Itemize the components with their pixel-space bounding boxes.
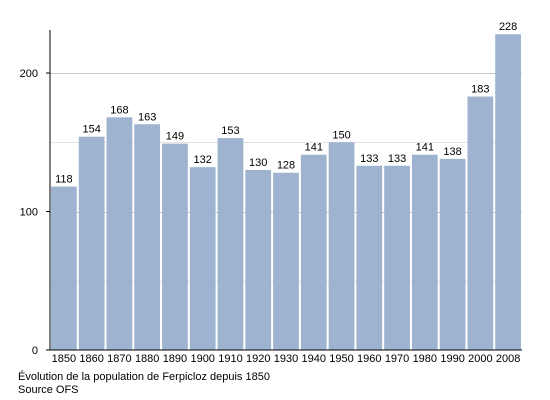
bar-1920 xyxy=(245,169,272,350)
bar-1850 xyxy=(51,186,77,350)
bar-1880 xyxy=(134,124,161,350)
bar-2008 xyxy=(495,34,521,350)
bar-1980 xyxy=(411,154,438,350)
x-tick-label-1900: 1900 xyxy=(190,353,214,365)
bar-1870 xyxy=(106,117,133,350)
bar-1910 xyxy=(217,138,244,350)
value-label-2008: 228 xyxy=(499,21,517,33)
labels: 0 100 200 118 1850 154 1860 168 1870 163 1880 149 18… xyxy=(20,21,521,365)
value-label-1890: 149 xyxy=(166,131,184,143)
bar-1900 xyxy=(189,167,216,350)
axes xyxy=(49,30,522,351)
value-label-1850: 118 xyxy=(55,174,73,186)
value-label-1910: 153 xyxy=(221,125,239,137)
x-tick-label-1910: 1910 xyxy=(218,353,242,365)
bar-1940 xyxy=(300,154,327,350)
bar-1960 xyxy=(356,165,383,350)
x-tick-label-1850: 1850 xyxy=(52,353,76,365)
chart-caption-source: Source OFS xyxy=(18,384,79,396)
value-label-2000: 183 xyxy=(471,84,489,96)
bar-1990 xyxy=(439,158,466,350)
x-tick-label-1860: 1860 xyxy=(79,353,103,365)
bars xyxy=(51,34,521,350)
bar-1890 xyxy=(162,143,188,350)
chart-caption-title: Évolution de la population de Ferpicloz … xyxy=(18,371,270,383)
value-label-1950: 150 xyxy=(332,129,350,141)
x-tick-label-1920: 1920 xyxy=(246,353,270,365)
value-label-1940: 141 xyxy=(305,142,323,154)
x-tick-label-1940: 1940 xyxy=(302,353,326,365)
bar-1860 xyxy=(78,136,105,350)
x-tick-label-1950: 1950 xyxy=(329,353,353,365)
y-tick-label: 100 xyxy=(20,207,38,219)
value-label-1980: 141 xyxy=(416,142,434,154)
bar-1930 xyxy=(273,172,299,350)
x-tick-label-2008: 2008 xyxy=(496,353,520,365)
population-bar-chart: 0 100 200 118 1850 154 1860 168 1870 163 1880 149 18… xyxy=(20,21,522,365)
x-tick-label-1980: 1980 xyxy=(413,353,437,365)
x-tick-label-1890: 1890 xyxy=(163,353,187,365)
value-label-1930: 128 xyxy=(277,160,295,172)
value-label-1960: 133 xyxy=(360,153,378,165)
value-label-1990: 138 xyxy=(443,146,461,158)
x-tick-label-1930: 1930 xyxy=(274,353,298,365)
value-label-1970: 133 xyxy=(388,153,406,165)
value-label-1880: 163 xyxy=(138,111,156,123)
x-tick-label-1880: 1880 xyxy=(135,353,159,365)
value-label-1900: 132 xyxy=(194,154,212,166)
x-tick-label-2000: 2000 xyxy=(468,353,492,365)
x-tick-label-1960: 1960 xyxy=(357,353,381,365)
y-tick-label: 200 xyxy=(20,68,38,80)
x-tick-label-1990: 1990 xyxy=(440,353,464,365)
value-label-1860: 154 xyxy=(82,124,100,136)
bar-1950 xyxy=(328,142,355,350)
x-tick-label-1970: 1970 xyxy=(385,353,409,365)
bar-1970 xyxy=(384,165,410,350)
value-label-1920: 130 xyxy=(249,157,267,169)
bar-2000 xyxy=(467,96,494,350)
value-label-1870: 168 xyxy=(110,104,128,116)
y-tick-label: 0 xyxy=(32,345,38,357)
x-tick-label-1870: 1870 xyxy=(107,353,131,365)
